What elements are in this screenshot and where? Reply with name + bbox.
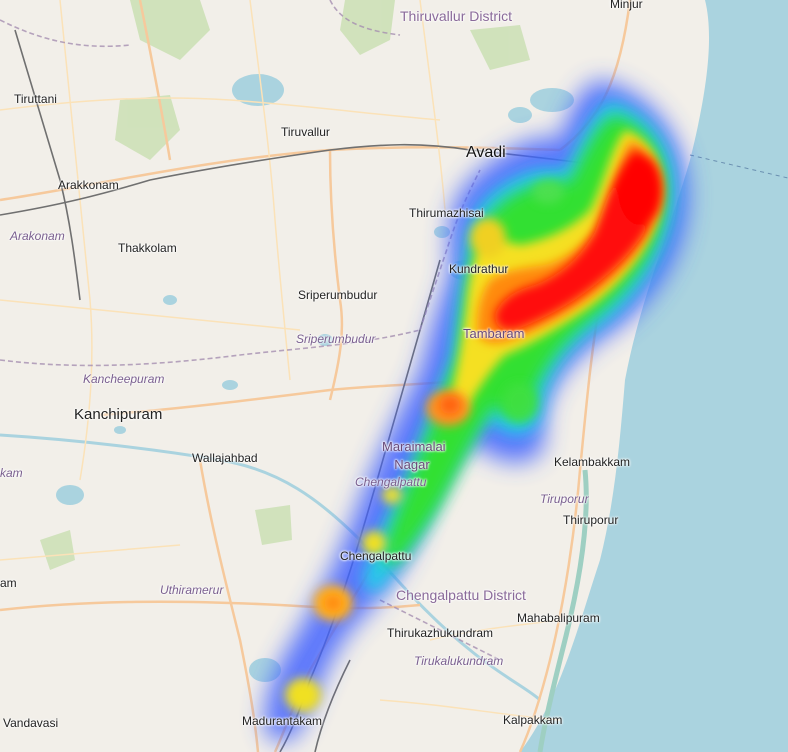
district-boundaries <box>0 0 501 661</box>
label-kanchipuram: Kanchipuram <box>74 406 163 423</box>
label-kelambakkam: Kelambakkam <box>554 455 631 469</box>
label-mahabalipuram: Mahabalipuram <box>517 611 600 625</box>
label-maraimalai-nagar: Maraimalai Nagar <box>382 439 446 472</box>
heat-madurantakam <box>285 678 321 712</box>
heat-vandalur-core <box>440 396 460 414</box>
label-kalpakkam: Kalpakkam <box>503 713 563 727</box>
label-thirumazhisai: Thirumazhisai <box>409 206 484 220</box>
heat-maraimalai <box>382 486 402 504</box>
label-tiruttani: Tiruttani <box>14 92 57 106</box>
label-thiruporur: Thiruporur <box>563 513 619 527</box>
bay-of-bengal <box>520 0 788 752</box>
label-thakkolam: Thakkolam <box>118 241 177 255</box>
heat-north-hotspot <box>618 155 662 225</box>
label-madurantakam: Madurantakam <box>242 714 323 728</box>
label-am: am <box>0 576 17 590</box>
heat-red-core <box>495 150 658 330</box>
heatmap-layer <box>264 80 689 742</box>
heat-chengalpattu <box>362 531 386 555</box>
minor-roads <box>0 0 561 721</box>
label-minjur: Minjur <box>610 0 643 11</box>
label-uthiramerur: Uthiramerur <box>160 583 224 597</box>
heat-thirumazhisai <box>470 218 506 258</box>
palar-river <box>0 433 542 702</box>
label-kancheepuram-taluk: Kancheepuram <box>83 372 165 386</box>
label-kam: kam <box>0 466 23 480</box>
label-chengalpattu: Chengalpattu <box>340 549 412 563</box>
label-sriperumbudur: Sriperumbudur <box>298 288 378 302</box>
label-chengalpattu-district: Chengalpattu District <box>396 587 526 603</box>
label-tambaram: Tambaram <box>463 326 525 341</box>
coast-backwater <box>537 469 589 752</box>
label-chengalpattu-taluk: Chengalpattu <box>355 475 427 489</box>
label-tiruvallur: Tiruvallur <box>281 125 330 139</box>
label-thirukazhukundram: Thirukazhukundram <box>387 626 494 640</box>
label-sriperumbudur-taluk: Sriperumbudur <box>296 332 376 346</box>
label-arakkonam: Arakkonam <box>58 178 119 192</box>
heat-green-avadi <box>532 180 564 204</box>
label-kundrathur: Kundrathur <box>449 262 509 276</box>
label-vandavasi: Vandavasi <box>3 716 59 730</box>
label-tirukalukundram-taluk: Tirukalukundram <box>414 654 504 668</box>
label-thiruvallur-district: Thiruvallur District <box>400 8 513 24</box>
label-wallajahbad: Wallajahbad <box>192 451 258 465</box>
label-arakonam-taluk: Arakonam <box>10 229 65 243</box>
sea-route <box>689 154 788 179</box>
heat-green-island <box>502 383 538 423</box>
heat-padalam-core <box>324 595 342 611</box>
label-avadi: Avadi <box>466 144 506 161</box>
label-tiruporur-taluk: Tiruporur <box>540 492 589 506</box>
